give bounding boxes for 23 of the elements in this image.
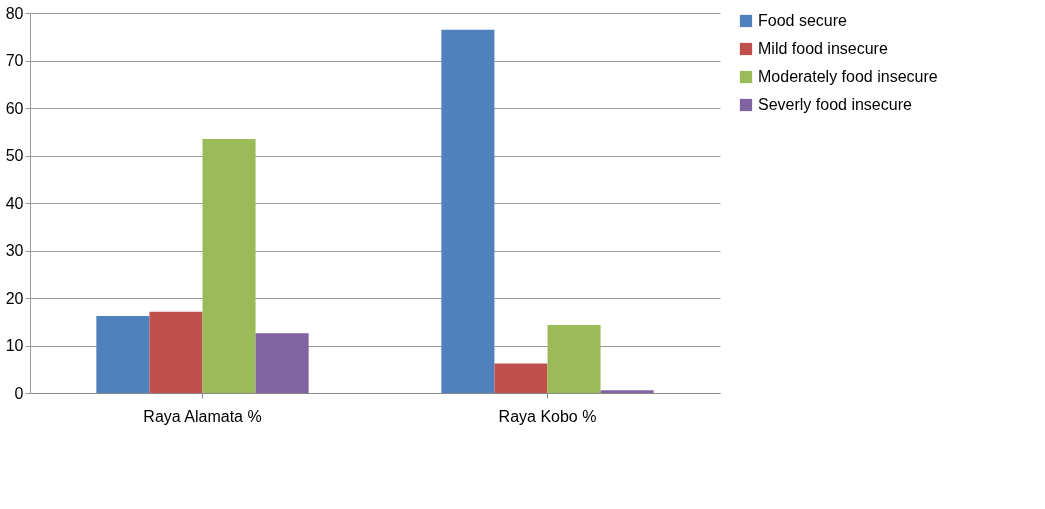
y-tick-label: 40 [5, 194, 24, 212]
bar [255, 333, 309, 393]
y-tick-label: 10 [5, 337, 24, 354]
bar [96, 316, 150, 393]
bar [441, 29, 495, 393]
legend-label: Food secure [758, 12, 848, 29]
bar [202, 138, 256, 393]
bar [494, 363, 548, 393]
x-tick-label: Raya Kobo % [498, 407, 597, 425]
bar [600, 390, 654, 393]
bar [547, 325, 601, 393]
y-tick-label: 20 [5, 289, 24, 307]
x-tick-label: Raya Alamata % [143, 407, 262, 425]
legend-label: Mild food insecure [758, 40, 888, 57]
y-tick-label: 50 [5, 147, 24, 164]
y-tick-label: 60 [5, 99, 24, 117]
legend-label: Moderately food insecure [758, 68, 938, 85]
y-tick-label: 70 [5, 52, 24, 69]
y-tick-label: 0 [14, 384, 24, 402]
legend-label: Severly food insecure [758, 96, 912, 113]
y-tick-label: 80 [5, 4, 24, 22]
y-tick-label: 30 [5, 242, 24, 259]
bar [149, 311, 203, 393]
